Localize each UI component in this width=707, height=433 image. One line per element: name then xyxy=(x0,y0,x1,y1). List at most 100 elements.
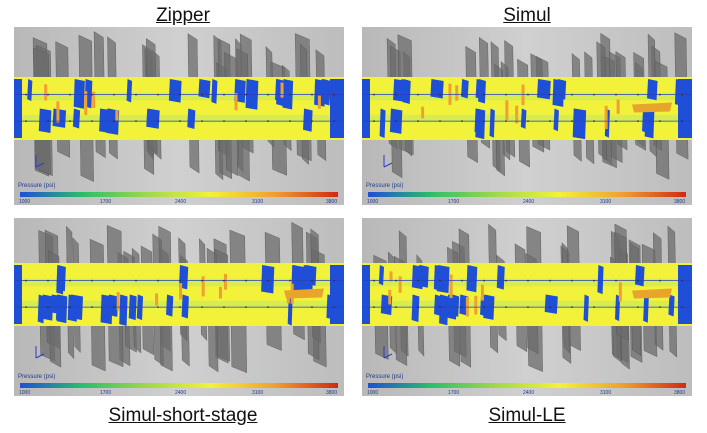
high-pressure-zone xyxy=(280,82,284,98)
high-pressure-zone xyxy=(234,93,238,111)
low-pressure-zone xyxy=(126,79,133,103)
high-pressure-zone xyxy=(179,283,183,300)
colorbar-tick: 1700 xyxy=(448,390,460,396)
low-pressure-zone xyxy=(72,108,81,129)
high-pressure-zone xyxy=(84,91,88,115)
panel-title-simul-short-stage: Simul-short-stage xyxy=(108,405,258,426)
low-pressure-zone xyxy=(537,79,551,100)
high-pressure-zone xyxy=(474,295,478,315)
high-pressure-zone xyxy=(449,274,453,299)
high-pressure-zone xyxy=(284,288,324,299)
low-pressure-zone xyxy=(67,294,78,322)
low-pressure-zone xyxy=(433,294,442,317)
colorbar-label: Pressure (psi) xyxy=(366,374,404,380)
low-pressure-zone xyxy=(322,79,331,106)
colorbar-tick: 1000 xyxy=(19,199,31,205)
high-pressure-zone xyxy=(56,101,60,123)
low-pressure-zone xyxy=(50,294,64,315)
low-pressure-zone xyxy=(166,294,174,317)
colorbar-label: Pressure (psi) xyxy=(366,183,404,189)
low-pressure-zone xyxy=(261,265,275,294)
low-pressure-zone xyxy=(430,79,444,99)
high-pressure-zone xyxy=(388,289,392,305)
low-pressure-zone xyxy=(291,265,305,296)
panel-simul-le: Pressure (psi) 1000 1700 2400 3100 3800 xyxy=(362,218,692,396)
colorbar-tick: 2400 xyxy=(523,199,535,205)
low-pressure-zone xyxy=(553,108,559,132)
high-pressure-zone xyxy=(92,91,96,109)
colorbar-tick: 1000 xyxy=(367,199,379,205)
low-pressure-zone xyxy=(436,265,450,294)
colorbar-tick: 1700 xyxy=(448,199,460,205)
low-pressure-zone xyxy=(643,294,649,323)
colorbar-tick: 3800 xyxy=(326,390,338,396)
pressure-plot-simul-short-stage xyxy=(14,218,344,396)
low-pressure-zone xyxy=(393,79,408,103)
high-pressure-zone xyxy=(515,105,519,124)
high-pressure-zone xyxy=(632,288,672,299)
low-pressure-zone xyxy=(417,265,429,288)
high-pressure-zone xyxy=(604,105,608,130)
colorbar-tick: 2400 xyxy=(175,199,187,205)
colorbar-tick: 1000 xyxy=(19,390,31,396)
pressure-plot-simul-le xyxy=(362,218,692,396)
panel-simul-short-stage: Pressure (psi) 1000 1700 2400 3100 3800 xyxy=(14,218,344,396)
colorbar-tick: 3100 xyxy=(600,390,612,396)
low-pressure-zone xyxy=(168,79,182,103)
high-pressure-zone xyxy=(421,106,425,119)
high-pressure-zone xyxy=(219,286,223,299)
colorbar-tick: 2400 xyxy=(523,390,535,396)
low-pressure-zone xyxy=(583,294,589,322)
low-pressure-zone xyxy=(119,294,128,326)
panel-title-simul-le: Simul-LE xyxy=(488,405,566,426)
low-pressure-zone xyxy=(187,108,196,130)
colorbar-tick: 1700 xyxy=(100,199,112,205)
colorbar xyxy=(368,383,686,388)
low-pressure-zone xyxy=(146,108,160,129)
high-pressure-zone xyxy=(201,276,205,297)
low-pressure-zone xyxy=(303,108,313,132)
high-pressure-zone xyxy=(632,102,672,113)
pressure-plot-zipper xyxy=(14,27,344,205)
low-pressure-zone xyxy=(475,79,485,100)
low-pressure-zone xyxy=(544,294,558,314)
colorbar-tick: 3800 xyxy=(674,199,686,205)
colorbar xyxy=(368,192,686,197)
high-pressure-zone xyxy=(480,284,484,301)
high-pressure-zone xyxy=(618,282,622,302)
high-pressure-zone xyxy=(115,110,119,121)
low-pressure-zone xyxy=(181,294,189,319)
panel-simul: Pressure (psi) 1000 1700 2400 3100 3800 xyxy=(362,27,692,205)
high-pressure-zone xyxy=(317,95,321,109)
colorbar-tick: 1700 xyxy=(100,390,112,396)
low-pressure-zone xyxy=(461,79,469,99)
low-pressure-zone xyxy=(634,265,645,287)
low-pressure-zone xyxy=(73,79,85,109)
colorbar-tick: 3800 xyxy=(674,390,686,396)
low-pressure-zone xyxy=(56,265,66,292)
high-pressure-zone xyxy=(455,85,459,101)
low-pressure-zone xyxy=(572,108,587,140)
low-pressure-zone xyxy=(27,79,33,102)
high-pressure-zone xyxy=(398,276,402,293)
low-pressure-zone xyxy=(379,108,386,139)
low-pressure-zone xyxy=(520,108,527,129)
colorbar-tick: 3100 xyxy=(252,390,264,396)
high-pressure-zone xyxy=(616,99,620,114)
colorbar-tick: 3100 xyxy=(252,199,264,205)
high-pressure-zone xyxy=(223,273,227,290)
colorbar xyxy=(20,192,338,197)
colorbar-tick: 1000 xyxy=(367,390,379,396)
low-pressure-zone xyxy=(211,79,218,104)
colorbar-tick: 3800 xyxy=(326,199,338,205)
colorbar-label: Pressure (psi) xyxy=(18,183,56,189)
high-pressure-zone xyxy=(116,292,120,311)
high-pressure-zone xyxy=(465,296,469,317)
high-pressure-zone xyxy=(44,84,48,101)
colorbar-label: Pressure (psi) xyxy=(18,374,56,380)
low-pressure-zone xyxy=(668,294,675,317)
low-pressure-zone xyxy=(647,79,658,101)
low-pressure-zone xyxy=(411,294,420,322)
high-pressure-zone xyxy=(155,293,159,306)
high-pressure-zone xyxy=(505,100,509,121)
